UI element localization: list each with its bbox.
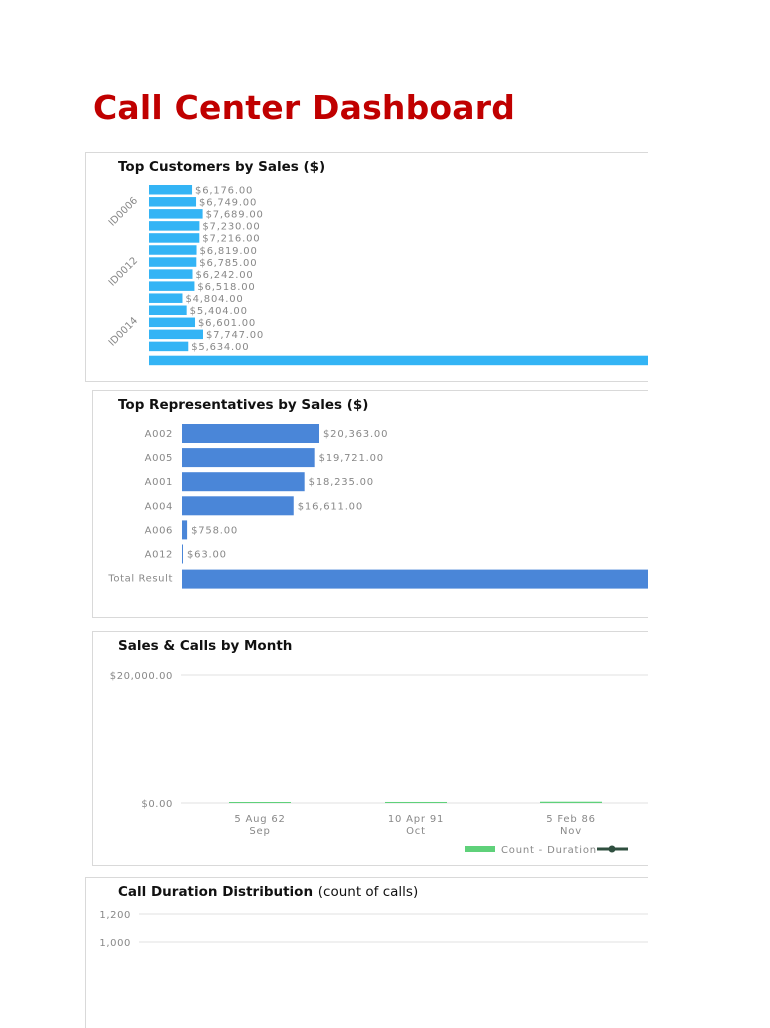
customer-y-tick-label: ID0012 — [107, 255, 140, 288]
rep-bar — [182, 424, 319, 443]
customer-bar — [149, 341, 189, 352]
customer-bar-value-label: $7,230.00 — [202, 222, 260, 233]
rep-category-label: A002 — [145, 429, 173, 440]
rep-category-label: Total Result — [107, 574, 173, 585]
duration-chart-title: Call Duration Distribution (count of cal… — [118, 884, 418, 900]
reps-chart-title: Top Representatives by Sales ($) — [118, 397, 369, 413]
customer-bar — [149, 245, 197, 255]
customer-bar — [149, 233, 200, 243]
duration-chart-title-main: Call Duration Distribution — [118, 884, 314, 900]
customer-bar-value-label: $6,176.00 — [195, 186, 253, 197]
rep-bar-value-label: $18,235.00 — [309, 477, 374, 488]
rep-bar-value-label: $63.00 — [187, 550, 227, 561]
customer-bar — [149, 293, 183, 303]
rep-bar — [182, 520, 188, 540]
rep-bar — [182, 544, 183, 564]
months-x-tick-sublabel: Sep — [249, 826, 270, 837]
customer-y-tick-label: ID0014 — [107, 315, 140, 348]
customer-bar — [149, 305, 187, 315]
months-x-tick-sublabel: Oct — [406, 826, 426, 837]
duration-y-tick-label: 1,000 — [99, 938, 131, 949]
months-legend-swatch-marker — [608, 845, 616, 853]
customer-bar-value-label: $6,601.00 — [198, 318, 256, 329]
customer-bar-value-label: $4,804.00 — [185, 294, 243, 305]
customer-total-bar — [149, 355, 648, 366]
customer-bar — [149, 257, 197, 267]
customer-bar — [149, 317, 196, 328]
rep-category-label: A006 — [145, 525, 173, 536]
rep-total-bar — [182, 569, 648, 589]
rep-bar-value-label: $20,363.00 — [323, 429, 388, 440]
customer-bar — [149, 185, 193, 195]
rep-bar — [182, 472, 305, 492]
months-x-tick-label: 5 Aug 62 — [234, 814, 285, 825]
page-title: Call Center Dashboard — [93, 88, 516, 127]
duration-chart-panel: Call Duration Distribution (count of cal… — [85, 877, 648, 1028]
months-calls-bar — [229, 802, 291, 803]
rep-category-label: A012 — [145, 550, 173, 561]
customers-chart-title: Top Customers by Sales ($) — [118, 159, 326, 175]
customers-bar-chart: $6,176.00$6,749.00$7,689.00$7,230.00$7,2… — [107, 185, 648, 366]
rep-bar-value-label: $19,721.00 — [319, 453, 384, 464]
months-chart-panel: Sales & Calls by Month $20,000.00 $0.00 5 … — [92, 631, 648, 866]
customer-bar — [149, 269, 193, 279]
months-chart-title: Sales & Calls by Month — [118, 638, 293, 654]
rep-bar — [182, 448, 315, 468]
duration-y-tick-label: 1,200 — [99, 910, 131, 921]
customer-bar — [149, 281, 195, 291]
months-x-tick-label: 5 Feb 86 — [546, 814, 596, 825]
months-calls-bar — [385, 801, 447, 803]
months-y-tick-label: $20,000.00 — [110, 671, 173, 682]
reps-bar-chart: A002 $20,363.00 A005 $19,721.00 A001 $18,235.… — [107, 424, 648, 589]
reps-chart-panel: Top Representatives by Sales ($) A002 $20… — [92, 390, 648, 618]
customers-chart-panel: Top Customers by Sales ($) $6,176.00 $6,7… — [85, 152, 648, 382]
rep-category-label: A005 — [145, 453, 173, 464]
duration-chart: 1,200 1,000 — [99, 910, 648, 949]
customer-bar-value-label: $5,634.00 — [191, 342, 249, 353]
customer-bar-value-label: $7,216.00 — [202, 234, 260, 245]
rep-bar — [182, 496, 294, 516]
customer-bar-value-label: $6,785.00 — [199, 258, 257, 269]
customer-bar-value-label: $6,518.00 — [197, 282, 255, 293]
months-legend-label: Count - Duration — [501, 845, 597, 856]
customer-bar — [149, 209, 203, 219]
customer-bar-value-label: $7,747.00 — [206, 330, 264, 341]
customer-bar — [149, 197, 197, 207]
rep-category-label: A004 — [145, 501, 173, 512]
customer-bar-value-label: $6,749.00 — [199, 198, 257, 209]
customer-bar — [149, 329, 203, 340]
customer-bar-value-label: $7,689.00 — [206, 210, 264, 221]
months-x-tick-sublabel: Nov — [560, 826, 582, 837]
customer-bar-value-label: $6,242.00 — [196, 270, 254, 281]
customer-bar — [149, 221, 200, 231]
rep-category-label: A001 — [145, 477, 173, 488]
months-legend-swatch-bars — [465, 846, 495, 852]
rep-bar-value-label: $16,611.00 — [298, 501, 363, 512]
customer-bar-value-label: $6,819.00 — [200, 246, 258, 257]
customer-y-tick-label: ID0006 — [107, 195, 140, 228]
duration-chart-subtitle: (count of calls) — [317, 884, 419, 900]
rep-bar-value-label: $758.00 — [191, 525, 238, 536]
months-calls-bar — [540, 801, 602, 803]
customer-bar-value-label: $5,404.00 — [190, 306, 248, 317]
months-y-tick-label: $0.00 — [141, 799, 173, 810]
months-x-tick-label: 10 Apr 91 — [388, 814, 444, 825]
